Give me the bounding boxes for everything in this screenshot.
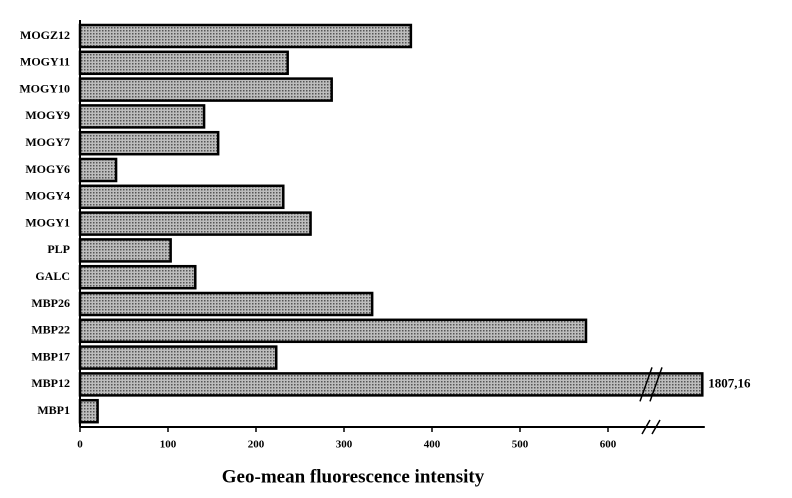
x-tick-label: 200	[248, 439, 265, 451]
y-tick-label: MBP17	[31, 349, 70, 363]
y-tick-label: MOGZ12	[20, 28, 70, 42]
x-tick-label: 400	[424, 439, 441, 451]
y-tick-label: MOGY11	[20, 55, 70, 69]
bar	[78, 291, 374, 317]
y-tick-label: GALC	[35, 269, 70, 283]
x-tick-label: 0	[77, 439, 83, 451]
y-tick-label: MOGY4	[25, 189, 70, 203]
bar	[78, 184, 285, 210]
bar	[78, 77, 333, 102]
bar	[78, 23, 413, 49]
x-tick-label: 300	[336, 439, 353, 451]
bar	[78, 372, 704, 397]
bar	[78, 157, 118, 183]
y-tick-label: MOGY1	[25, 215, 70, 229]
y-tick-label: MOGY10	[19, 81, 70, 95]
y-tick-label: PLP	[47, 242, 70, 256]
y-tick-label: MBP22	[31, 323, 70, 337]
bar	[78, 104, 206, 129]
bar	[78, 318, 588, 344]
bar	[78, 130, 220, 156]
x-tick-label: 600	[600, 439, 617, 451]
bar-break	[639, 367, 653, 402]
bar	[78, 264, 197, 290]
bar-break	[649, 367, 663, 402]
y-tick-label: MOGY7	[25, 135, 70, 149]
y-tick-label: MBP1	[37, 403, 70, 417]
x-axis-title: Geo-mean fluorescence intensity	[222, 466, 485, 487]
value-label: 1807,16	[708, 375, 751, 390]
axis-break	[641, 419, 651, 435]
x-tick-label: 100	[160, 439, 177, 451]
bar	[78, 345, 278, 370]
bar	[78, 211, 312, 236]
x-tick-label: 500	[512, 439, 529, 451]
bar	[78, 238, 172, 263]
y-tick-label: MOGY6	[25, 162, 70, 176]
y-tick-label: MBP26	[31, 296, 70, 310]
y-tick-label: MOGY9	[25, 108, 70, 122]
y-tick-label: MBP12	[31, 376, 70, 390]
bar	[78, 50, 289, 76]
bar	[78, 398, 99, 424]
axis-break	[651, 419, 661, 435]
